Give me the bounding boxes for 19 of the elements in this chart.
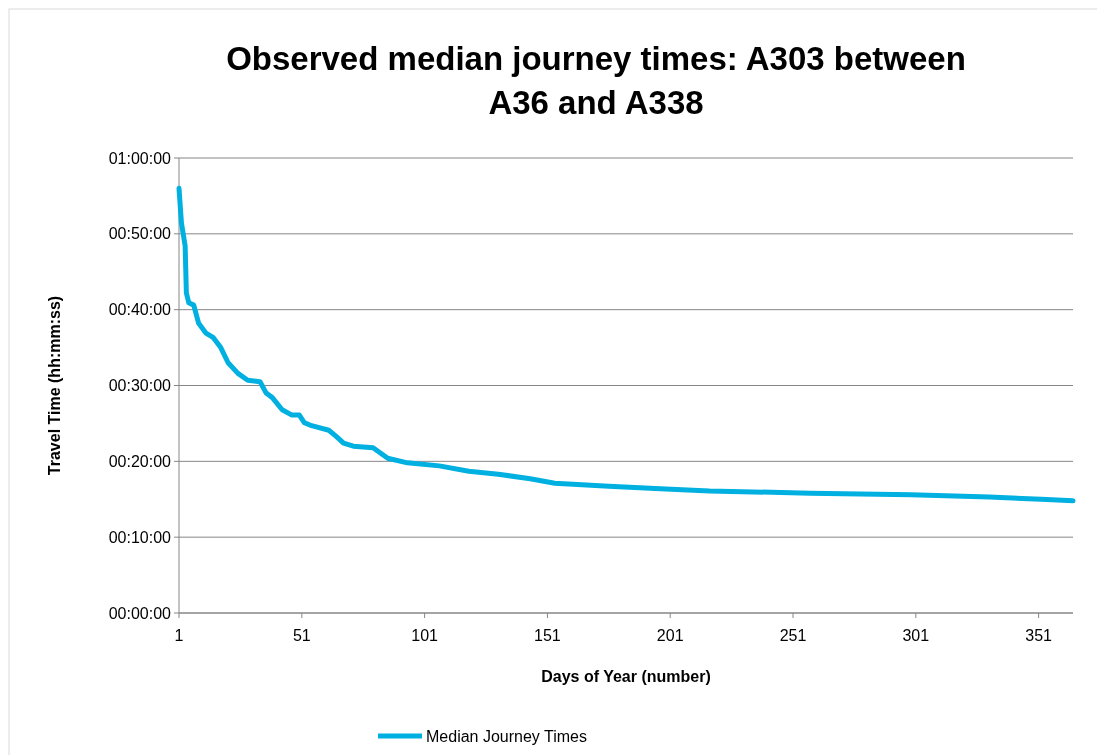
x-tick-label: 51 (292, 627, 311, 644)
chart-title: Observed median journey times: A303 between A36 and A338 (226, 40, 966, 121)
y-tick-label: 00:00:00 (108, 604, 172, 622)
x-tick-label: 351 (1025, 627, 1053, 644)
x-tick-label: 1 (174, 627, 184, 644)
legend-label: Median Journey Times (426, 727, 587, 745)
y-tick-label: 01:00:00 (108, 149, 172, 167)
x-axis-title: Days of Year (number) (541, 668, 711, 685)
y-axis-title: Travel Time (hh:mm:ss) (46, 295, 63, 476)
y-tick-label: 00:40:00 (108, 301, 172, 319)
x-tick-label: 101 (411, 627, 439, 644)
x-tick-label: 151 (534, 627, 561, 644)
y-tick-label: 00:30:00 (108, 377, 172, 395)
x-tick-label: 251 (779, 627, 807, 644)
x-tick-label: 201 (656, 627, 684, 644)
y-tick-label: 00:20:00 (108, 452, 172, 470)
y-tick-label: 00:10:00 (108, 528, 172, 546)
x-tick-label: 301 (902, 627, 930, 644)
y-tick-label: 00:50:00 (108, 225, 172, 243)
